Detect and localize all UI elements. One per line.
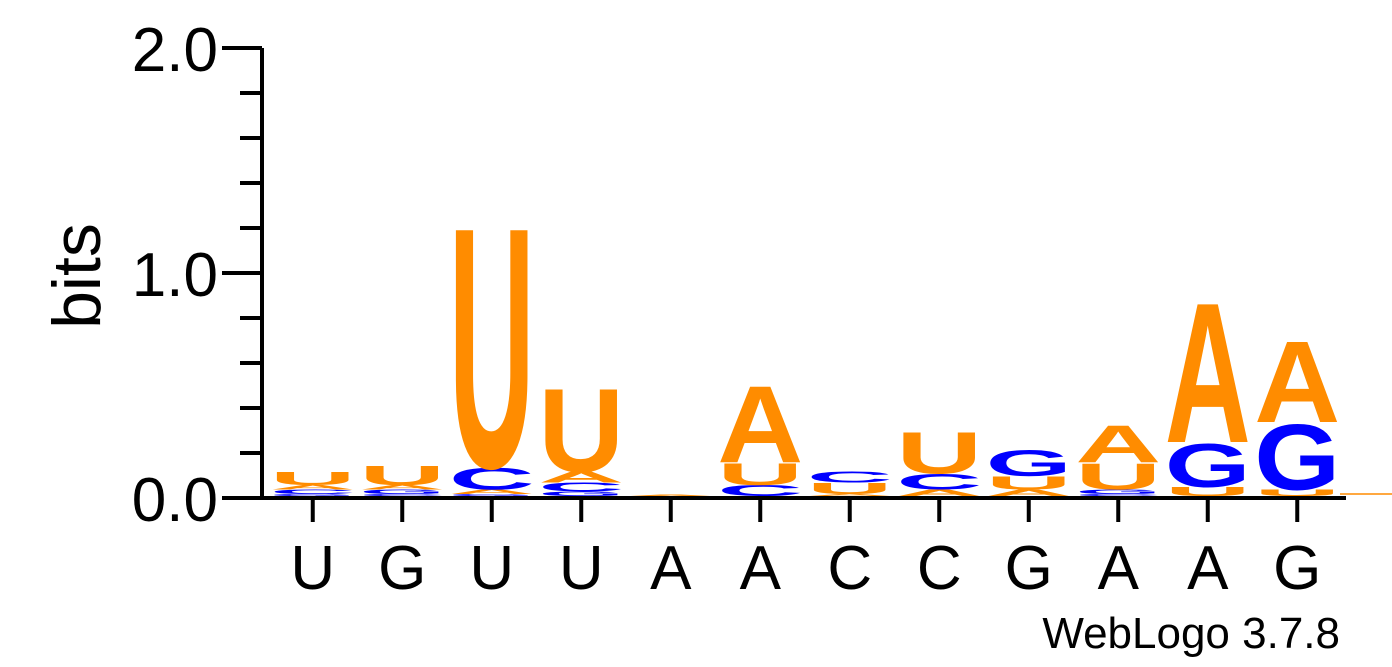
svg-text:U: U xyxy=(449,155,535,540)
logo-letter: A xyxy=(1254,317,1340,446)
logo-letter: A xyxy=(359,484,445,491)
svg-text:U: U xyxy=(896,420,982,486)
logo-letter: U xyxy=(359,460,445,491)
svg-text:C: C xyxy=(896,470,982,495)
x-tick-label: A xyxy=(1187,534,1229,603)
svg-text:G: G xyxy=(449,493,535,497)
svg-text:U: U xyxy=(538,364,624,497)
logo-letter: G xyxy=(1165,431,1251,501)
logo-letter: A xyxy=(807,493,893,496)
logo-letter: A xyxy=(449,488,535,495)
svg-text:U: U xyxy=(270,468,356,489)
svg-text:C: C xyxy=(717,482,803,499)
logo-letter: U xyxy=(538,364,624,497)
logo-letter: U xyxy=(449,155,535,540)
x-tick-label: U xyxy=(469,534,514,603)
svg-text:G: G xyxy=(1075,488,1161,495)
x-tick-label: U xyxy=(290,534,335,603)
logo-letter: A xyxy=(628,495,714,497)
svg-text:A: A xyxy=(359,484,445,491)
svg-text:A: A xyxy=(270,484,356,491)
svg-text:A: A xyxy=(807,493,893,496)
logo-letter: A xyxy=(270,484,356,491)
svg-text:U: U xyxy=(1075,455,1161,497)
svg-text:U: U xyxy=(717,457,803,492)
y-axis: 0.0 1.0 2.0 xyxy=(132,16,264,535)
x-tick-label: A xyxy=(1098,534,1140,603)
svg-text:C: C xyxy=(538,480,624,494)
logo-letter: C xyxy=(896,470,982,495)
logo-letter: U xyxy=(1075,455,1161,497)
svg-text:A: A xyxy=(538,468,624,485)
logo-letter: A xyxy=(1165,261,1251,485)
svg-text:U: U xyxy=(986,473,1072,494)
logo-letter: A xyxy=(986,488,1072,498)
x-tick-label: A xyxy=(650,534,692,603)
svg-text:C: C xyxy=(807,468,893,485)
x-tick-label: G xyxy=(1273,534,1321,603)
svg-text:G: G xyxy=(359,488,445,495)
svg-text:C: C xyxy=(1075,493,1161,496)
logo-letter: U xyxy=(1165,485,1251,499)
svg-text:G: G xyxy=(270,493,356,497)
logo-letter: C xyxy=(359,493,445,496)
logo-letter: U xyxy=(717,457,803,492)
logo-letter: U xyxy=(896,420,982,486)
svg-text:U: U xyxy=(807,480,893,497)
svg-text:U: U xyxy=(359,460,445,491)
logo-letter: G xyxy=(1254,404,1340,509)
x-tick-label: G xyxy=(378,534,426,603)
y-tick-label: 1.0 xyxy=(132,241,218,310)
y-axis-label: bits xyxy=(39,223,115,329)
svg-text:A: A xyxy=(717,365,803,486)
svg-text:A: A xyxy=(1075,414,1161,473)
svg-text:G: G xyxy=(986,442,1072,484)
x-tick-label: C xyxy=(917,534,962,603)
svg-text:U: U xyxy=(1254,488,1340,498)
weblogo-credit: WebLogo 3.7.8 xyxy=(1042,609,1340,658)
logo-letter: A xyxy=(717,365,803,486)
logo-letter: G xyxy=(359,488,445,495)
x-tick-label: G xyxy=(1005,534,1053,603)
logo-letter: U xyxy=(986,473,1072,494)
svg-text:G: G xyxy=(1165,431,1251,501)
logo-letter: A xyxy=(1075,414,1161,473)
logo-letter: G xyxy=(1075,488,1161,495)
logo-letter: C xyxy=(270,488,356,495)
logo-letter: U xyxy=(270,468,356,489)
logo-letter: C xyxy=(1075,493,1161,496)
svg-text:C: C xyxy=(270,488,356,495)
svg-text:A: A xyxy=(896,488,982,498)
logo-letter: U xyxy=(807,480,893,497)
svg-text:G: G xyxy=(1254,404,1340,509)
svg-text:A: A xyxy=(1254,317,1340,446)
logo-letter: C xyxy=(449,461,535,496)
logo-letter: C xyxy=(538,480,624,494)
logo-letter: A xyxy=(896,488,982,498)
svg-text:C: C xyxy=(449,461,535,496)
x-tick-label: A xyxy=(740,534,782,603)
y-tick-label: 0.0 xyxy=(132,466,218,535)
logo-letter: C xyxy=(717,482,803,499)
svg-text:A: A xyxy=(449,488,535,495)
svg-text:A: A xyxy=(628,495,714,497)
svg-text:G: G xyxy=(538,490,624,497)
logo-letter: G xyxy=(270,493,356,497)
logo-letter: U xyxy=(1254,488,1340,498)
logo-letter: G xyxy=(449,493,535,497)
logo-letter: A xyxy=(538,468,624,485)
x-tick-label: U xyxy=(559,534,604,603)
x-tick-label: C xyxy=(827,534,872,603)
logo-letter: G xyxy=(538,490,624,497)
svg-text:A: A xyxy=(986,488,1072,498)
svg-text:C: C xyxy=(359,493,445,496)
svg-text:A: A xyxy=(1165,261,1251,485)
logo-letter: G xyxy=(986,442,1072,484)
logo-letter: C xyxy=(807,468,893,485)
svg-text:U: U xyxy=(1165,485,1251,499)
y-tick-label: 2.0 xyxy=(132,16,218,85)
